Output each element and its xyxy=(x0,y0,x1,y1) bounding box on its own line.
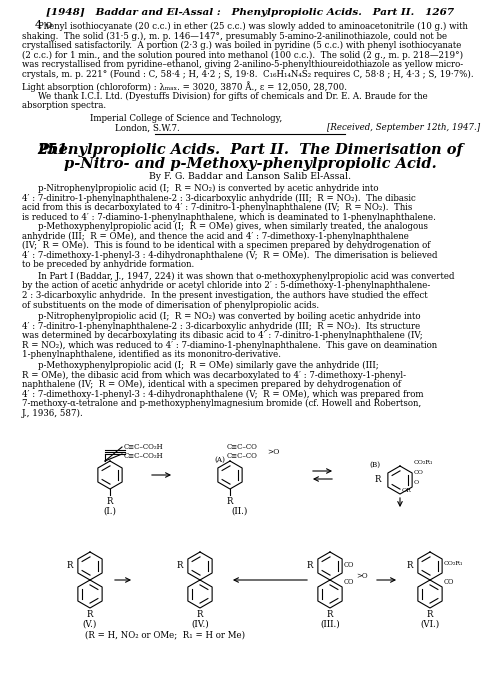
Text: of substituents on the mode of dimerisation of phenylpropiolic acids.: of substituents on the mode of dimerisat… xyxy=(22,301,319,310)
Text: was recrystallised from pyridine–ethanol, giving 2-anilino-5-phenylthioureidothi: was recrystallised from pyridine–ethanol… xyxy=(22,60,463,69)
Text: absorption spectra.: absorption spectra. xyxy=(22,101,106,111)
Text: (V.): (V.) xyxy=(83,620,97,629)
Text: Light absorption (chloroform) : λₘₐₓ. = 3020, 3870 Å., ε = 12,050, 28,700.: Light absorption (chloroform) : λₘₐₓ. = … xyxy=(22,81,347,92)
Text: R: R xyxy=(306,562,313,570)
Text: CO: CO xyxy=(414,470,424,475)
Text: crystals, m. p. 221° (Found : C, 58·4 ; H, 4·2 ; S, 19·8.  C₁₆H₁₄N₄S₂ requires C: crystals, m. p. 221° (Found : C, 58·4 ; … xyxy=(22,69,473,79)
Text: In Part I (Baddar, J., 1947, 224) it was shown that o-methoxyphenylpropiolic aci: In Part I (Baddar, J., 1947, 224) it was… xyxy=(38,272,455,281)
Text: 4′ : 7-dinitro-1-phenylnaphthalene-2 : 3-dicarboxylic anhydride (III;  R = NO₂).: 4′ : 7-dinitro-1-phenylnaphthalene-2 : 3… xyxy=(22,194,416,202)
Text: R: R xyxy=(374,475,381,485)
Text: shaking.  The solid (31·5 g.), m. p. 146—147°, presumably 5-amino-2-anilinothiaz: shaking. The solid (31·5 g.), m. p. 146—… xyxy=(22,31,447,41)
Text: 251.: 251. xyxy=(37,143,72,157)
Text: (R = H, NO₂ or OMe;  R₁ = H or Me): (R = H, NO₂ or OMe; R₁ = H or Me) xyxy=(85,630,245,639)
Text: (2 c.c.) for 1 min., and the solution poured into methanol (100 c.c.).  The soli: (2 c.c.) for 1 min., and the solution po… xyxy=(22,50,463,60)
Text: CO: CO xyxy=(344,578,354,586)
Text: Phenylpropiolic Acids.  Part II.  The Dimerisation of: Phenylpropiolic Acids. Part II. The Dime… xyxy=(37,143,463,157)
Text: J., 1936, 587).: J., 1936, 587). xyxy=(22,409,84,418)
Text: 2 : 3-dicarboxylic anhydride.  In the present investigation, the authors have st: 2 : 3-dicarboxylic anhydride. In the pre… xyxy=(22,291,428,300)
Text: (VI.): (VI.) xyxy=(420,620,440,629)
Text: CO₂R₁: CO₂R₁ xyxy=(444,561,464,566)
Text: (B): (B) xyxy=(370,461,380,469)
Text: p-Methoxyphenylpropiolic acid (I;  R = OMe) gives, when similarly treated, the a: p-Methoxyphenylpropiolic acid (I; R = OM… xyxy=(38,222,428,231)
Text: 4′ : 7-dimethoxy-1-phenyl-3 : 4-dihydronaphthalene (V;  R = OMe), which was prep: 4′ : 7-dimethoxy-1-phenyl-3 : 4-dihydron… xyxy=(22,390,423,399)
Text: (IV;  R = OMe).  This is found to be identical with a specimen prepared by dehyd: (IV; R = OMe). This is found to be ident… xyxy=(22,241,430,250)
Text: 4′ : 7-dimethoxy-1-phenyl-3 : 4-dihydronaphthalene (V;  R = OMe).  The dimerisat: 4′ : 7-dimethoxy-1-phenyl-3 : 4-dihydron… xyxy=(22,251,438,259)
Text: (II.): (II.) xyxy=(232,507,248,516)
Text: R: R xyxy=(66,562,73,570)
Text: crystallised satisfactorily.  A portion (2·3 g.) was boiled in pyridine (5 c.c.): crystallised satisfactorily. A portion (… xyxy=(22,41,462,50)
Text: was determined by decarboxylating its dibasic acid to 4′ : 7-dinitro-1-phenylnap: was determined by decarboxylating its di… xyxy=(22,331,423,340)
Text: 7-methoxy-α-tetralone and p-methoxyphenylmagnesium bromide (cf. Howell and Rober: 7-methoxy-α-tetralone and p-methoxypheny… xyxy=(22,399,421,408)
Text: (A): (A) xyxy=(214,456,226,464)
Text: We thank I.C.I. Ltd. (Dyestuffs Division) for gifts of chemicals and Dr. E. A. B: We thank I.C.I. Ltd. (Dyestuffs Division… xyxy=(38,92,428,101)
Text: R: R xyxy=(107,497,113,506)
Text: C≡C–CO₂H: C≡C–CO₂H xyxy=(124,452,164,460)
Text: p-Nitro- and p-Methoxy-phenylpropiolic Acid.: p-Nitro- and p-Methoxy-phenylpropiolic A… xyxy=(64,157,436,171)
Text: R: R xyxy=(327,610,333,619)
Text: p-Nitrophenylpropiolic acid (I;  R = NO₂) is converted by acetic anhydride into: p-Nitrophenylpropiolic acid (I; R = NO₂)… xyxy=(38,184,378,193)
Text: R: R xyxy=(197,610,203,619)
Text: R: R xyxy=(427,610,433,619)
Text: p-Nitrophenylpropiolic acid (I;  R = NO₂) was converted by boiling acetic anhydr: p-Nitrophenylpropiolic acid (I; R = NO₂)… xyxy=(38,312,420,321)
Text: By F. G. Baddar and Lanson Salib El-Assal.: By F. G. Baddar and Lanson Salib El-Assa… xyxy=(149,172,351,181)
Text: naphthalene (IV;  R = OMe), identical with a specimen prepared by dehydrogenatio: naphthalene (IV; R = OMe), identical wit… xyxy=(22,380,401,389)
Text: R = OMe), the dibasic acid from which was decarboxylated to 4′ : 7-dimethoxy-1-p: R = OMe), the dibasic acid from which wa… xyxy=(22,371,406,380)
Text: 4′ : 7-dinitro-1-phenylnaphthalene-2 : 3-dicarboxylic anhydride (III;  R = NO₂).: 4′ : 7-dinitro-1-phenylnaphthalene-2 : 3… xyxy=(22,321,420,331)
Text: 1-phenylnaphthalene, identified as its mononitro-derivative.: 1-phenylnaphthalene, identified as its m… xyxy=(22,350,281,359)
Text: C≡C–CO: C≡C–CO xyxy=(227,452,258,460)
Text: 4 o: 4 o xyxy=(35,20,52,30)
Text: R = NO₂), which was reduced to 4′ : 7-diamino-1-phenylnaphthalene.  This gave on: R = NO₂), which was reduced to 4′ : 7-di… xyxy=(22,340,437,350)
Text: CO₂R₁: CO₂R₁ xyxy=(414,460,434,465)
Text: by the action of acetic anhydride or acetyl chloride into 2′ : 5-dimethoxy-1-phe: by the action of acetic anhydride or ace… xyxy=(22,282,430,291)
Text: (III.): (III.) xyxy=(320,620,340,629)
Text: R: R xyxy=(87,610,93,619)
Text: R: R xyxy=(406,562,413,570)
Text: CO: CO xyxy=(444,578,454,586)
Text: O: O xyxy=(414,480,419,485)
Text: >O: >O xyxy=(267,448,280,456)
Text: Phenyl isothiocyanate (20 c.c.) in ether (25 c.c.) was slowly added to aminoacet: Phenyl isothiocyanate (20 c.c.) in ether… xyxy=(38,22,468,31)
Text: [Received, September 12th, 1947.]: [Received, September 12th, 1947.] xyxy=(327,124,480,132)
Text: [1948]   Baddar and El-Assal :   Phenylpropiolic Acids.   Part II.   1267: [1948] Baddar and El-Assal : Phenylpropi… xyxy=(46,8,454,17)
Text: (IV.): (IV.) xyxy=(191,620,209,629)
Text: Imperial College of Science and Technology,: Imperial College of Science and Technolo… xyxy=(90,114,282,123)
Text: OR: OR xyxy=(402,488,412,493)
Text: p-Methoxyphenylpropiolic acid (I;  R = OMe) similarly gave the anhydride (III;: p-Methoxyphenylpropiolic acid (I; R = OM… xyxy=(38,361,379,370)
Text: to be preceded by anhydride formation.: to be preceded by anhydride formation. xyxy=(22,260,194,269)
Text: (I.): (I.) xyxy=(104,507,117,516)
Text: is reduced to 4′ : 7-diamino-1-phenylnaphthalene, which is deaminated to 1-pheny: is reduced to 4′ : 7-diamino-1-phenylnap… xyxy=(22,213,436,221)
Text: anhydride (III;  R = OMe), and thence the acid and 4′ : 7-dimethoxy-1-phenylnaph: anhydride (III; R = OMe), and thence the… xyxy=(22,232,409,240)
Text: acid from this is decarboxylated to 4′ : 7-dinitro-1-phenylnaphthalene (IV;  R =: acid from this is decarboxylated to 4′ :… xyxy=(22,203,412,212)
Text: CO: CO xyxy=(344,561,354,569)
Text: C≡C–CO: C≡C–CO xyxy=(227,443,258,451)
Text: R: R xyxy=(176,562,183,570)
Text: R: R xyxy=(227,497,233,506)
Text: C≡C–CO₂H: C≡C–CO₂H xyxy=(124,443,164,451)
Text: London, S.W.7.: London, S.W.7. xyxy=(115,124,180,132)
Text: >O: >O xyxy=(356,572,368,580)
